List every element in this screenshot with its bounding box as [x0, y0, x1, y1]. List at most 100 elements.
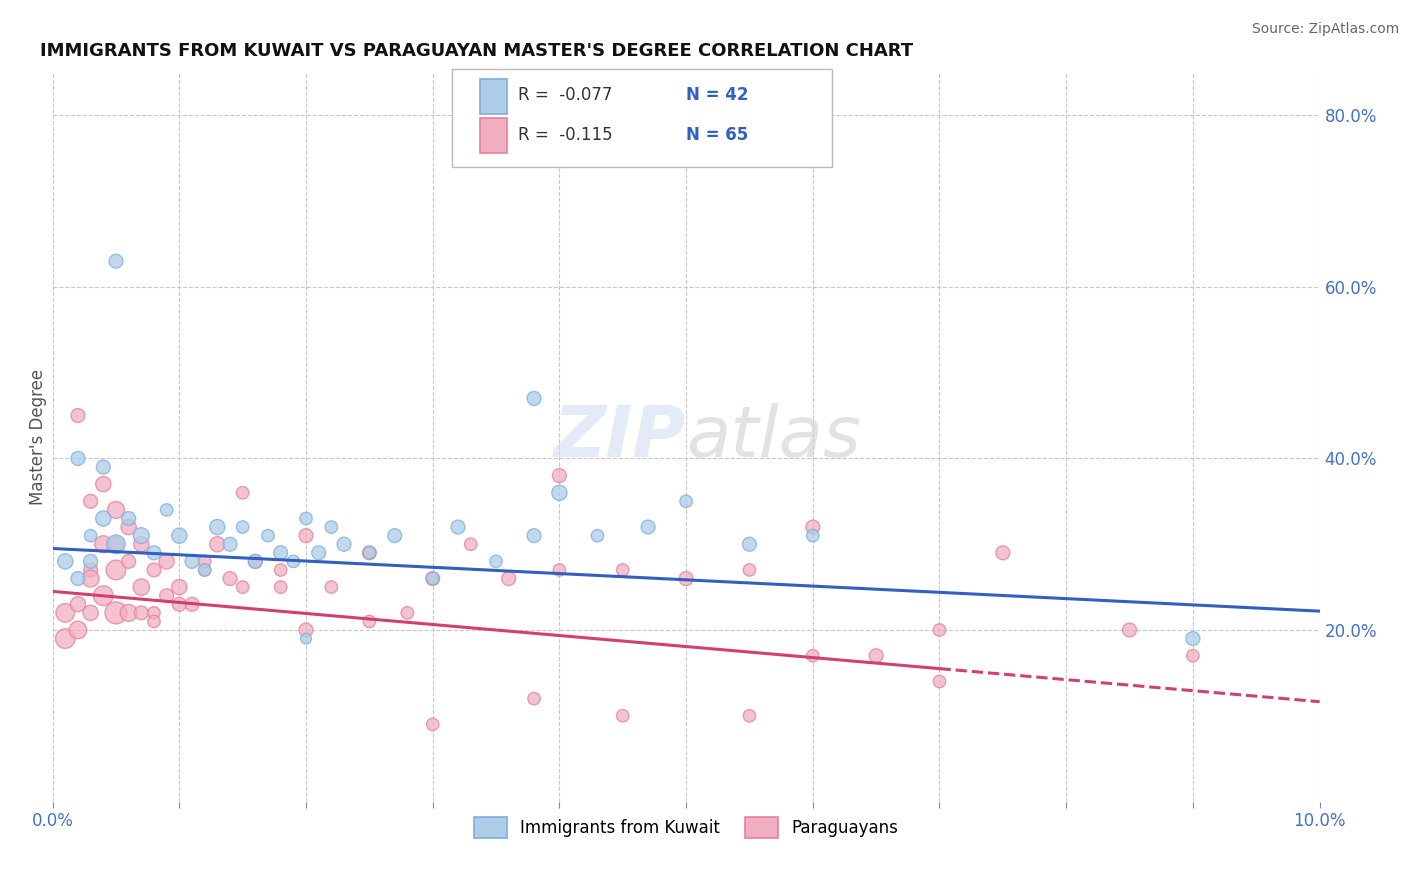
Point — [396, 606, 419, 620]
Point — [66, 572, 89, 586]
Point — [66, 409, 89, 423]
Point — [359, 546, 381, 560]
Point — [53, 554, 76, 568]
Point — [79, 494, 101, 508]
Point — [738, 563, 761, 577]
Point — [91, 511, 114, 525]
Point — [143, 563, 166, 577]
Point — [1118, 623, 1140, 637]
Point — [1181, 632, 1204, 646]
Point — [384, 529, 406, 543]
Point — [181, 554, 204, 568]
Point — [447, 520, 470, 534]
Point — [245, 554, 267, 568]
Point — [219, 572, 242, 586]
Point — [104, 563, 127, 577]
Bar — [479, 119, 508, 153]
Point — [91, 460, 114, 475]
Point — [117, 511, 139, 525]
Point — [270, 563, 292, 577]
Bar — [479, 78, 508, 114]
Point — [79, 554, 101, 568]
Point — [523, 529, 546, 543]
Point — [117, 554, 139, 568]
Point — [104, 606, 127, 620]
Point — [738, 708, 761, 723]
Point — [295, 623, 318, 637]
Text: ZIP: ZIP — [554, 402, 686, 472]
Point — [181, 597, 204, 611]
Point — [295, 529, 318, 543]
Text: atlas: atlas — [686, 402, 860, 472]
Point — [104, 503, 127, 517]
Point — [117, 520, 139, 534]
Point — [207, 520, 229, 534]
Point — [156, 503, 179, 517]
Point — [245, 554, 267, 568]
Point — [143, 606, 166, 620]
Point — [485, 554, 508, 568]
Point — [129, 529, 152, 543]
Text: N = 42: N = 42 — [686, 86, 748, 103]
Point — [865, 648, 887, 663]
Point — [928, 623, 950, 637]
Point — [422, 572, 444, 586]
Point — [169, 597, 191, 611]
Point — [104, 254, 127, 268]
Point — [66, 597, 89, 611]
Point — [548, 485, 571, 500]
Point — [117, 606, 139, 620]
Point — [129, 606, 152, 620]
Point — [104, 537, 127, 551]
Text: IMMIGRANTS FROM KUWAIT VS PARAGUAYAN MASTER'S DEGREE CORRELATION CHART: IMMIGRANTS FROM KUWAIT VS PARAGUAYAN MAS… — [39, 42, 912, 60]
Point — [523, 691, 546, 706]
Legend: Immigrants from Kuwait, Paraguayans: Immigrants from Kuwait, Paraguayans — [467, 811, 905, 845]
Point — [991, 546, 1014, 560]
Point — [129, 537, 152, 551]
Point — [79, 529, 101, 543]
Point — [498, 572, 520, 586]
Point — [219, 537, 242, 551]
Point — [156, 589, 179, 603]
Point — [91, 537, 114, 551]
Point — [283, 554, 305, 568]
Point — [548, 468, 571, 483]
Point — [79, 563, 101, 577]
Point — [143, 615, 166, 629]
Point — [232, 485, 254, 500]
Point — [156, 554, 179, 568]
Point — [169, 580, 191, 594]
Point — [612, 708, 634, 723]
Point — [801, 529, 824, 543]
Point — [801, 520, 824, 534]
Text: R =  -0.077: R = -0.077 — [517, 86, 612, 103]
Point — [308, 546, 330, 560]
Point — [66, 451, 89, 466]
Point — [207, 537, 229, 551]
Point — [295, 632, 318, 646]
Point — [232, 520, 254, 534]
Text: Source: ZipAtlas.com: Source: ZipAtlas.com — [1251, 22, 1399, 37]
Point — [232, 580, 254, 594]
Point — [129, 580, 152, 594]
Point — [257, 529, 280, 543]
Point — [675, 494, 697, 508]
Point — [801, 648, 824, 663]
Point — [321, 520, 343, 534]
Point — [270, 580, 292, 594]
Point — [523, 392, 546, 406]
Point — [333, 537, 356, 551]
Point — [359, 615, 381, 629]
Point — [79, 606, 101, 620]
Point — [321, 580, 343, 594]
Point — [359, 546, 381, 560]
Point — [1181, 648, 1204, 663]
Point — [422, 572, 444, 586]
Point — [586, 529, 609, 543]
Point — [53, 632, 76, 646]
Point — [79, 572, 101, 586]
Point — [104, 537, 127, 551]
Point — [194, 563, 217, 577]
Text: R =  -0.115: R = -0.115 — [517, 126, 612, 144]
Point — [422, 717, 444, 731]
